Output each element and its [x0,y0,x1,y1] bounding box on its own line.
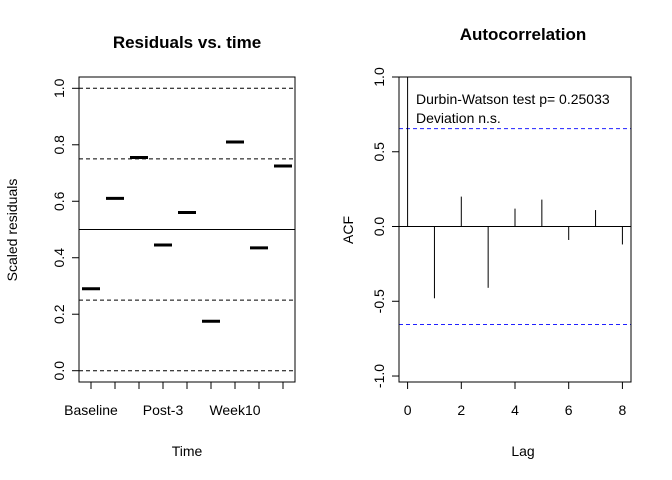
acf-y-tick-label: -0.5 [371,289,387,313]
acf-y-tick-label: 0.0 [371,217,387,237]
acf-x-tick-label: 2 [457,402,465,418]
residuals-y-label: Scaled residuals [4,179,20,282]
residuals-y-tick-label: 0.2 [51,304,67,324]
residuals-reference-lines [79,87,295,372]
residuals-x-tick-label: Week10 [209,402,260,418]
acf-x-axis: 0 2 4 6 8 [404,382,627,418]
acf-x-tick-label: 4 [511,402,519,418]
acf-annotation-durbin-watson: Durbin-Watson test p= 0.25033 [416,91,610,107]
residuals-title: Residuals vs. time [113,33,261,52]
acf-x-tick-label: 0 [404,402,412,418]
residuals-x-axis: Baseline Post-3 Week10 [64,382,284,418]
acf-y-axis: -1.0 -0.5 0.0 0.5 1.0 [371,67,399,388]
acf-panel: Autocorrelation Lag ACF -1.0 -0.5 0.0 0.5 1.… [340,25,632,459]
residuals-plot-box [78,76,296,383]
residuals-panel: Residuals vs. time Time Scaled residuals… [4,33,296,459]
acf-x-label: Lag [511,443,534,459]
residuals-y-tick-label: 0.4 [51,248,67,268]
residuals-y-tick-label: 0.0 [51,361,67,381]
acf-y-tick-label: 0.5 [371,142,387,162]
residuals-y-axis: 0.0 0.2 0.4 0.6 0.8 1.0 [51,78,79,380]
residuals-x-label: Time [172,443,203,459]
acf-y-label: ACF [340,216,356,244]
acf-title: Autocorrelation [460,25,587,44]
residuals-y-tick-label: 0.8 [51,135,67,155]
acf-x-tick-label: 8 [619,402,627,418]
residuals-y-tick-label: 0.6 [51,191,67,211]
acf-bars [407,77,623,299]
acf-plot-box [398,76,632,383]
residuals-points [82,140,292,323]
acf-x-tick-label: 6 [565,402,573,418]
residuals-y-tick-label: 1.0 [51,78,67,98]
acf-annotation-deviation: Deviation n.s. [416,110,501,126]
residuals-x-tick-label: Post-3 [143,402,184,418]
acf-y-tick-label: 1.0 [371,67,387,87]
acf-y-tick-label: -1.0 [371,364,387,388]
residuals-x-tick-label: Baseline [64,402,118,418]
